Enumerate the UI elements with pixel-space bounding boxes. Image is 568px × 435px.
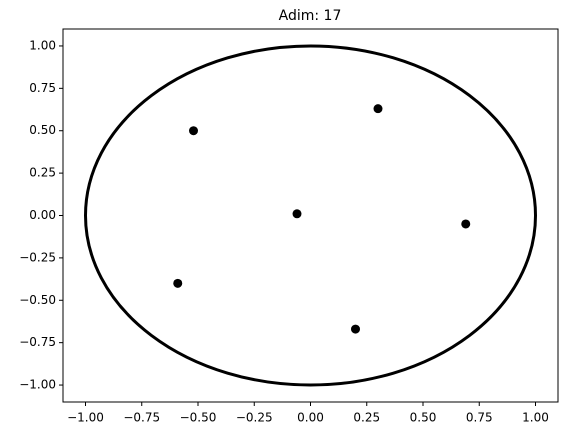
y-tick-label: 0.00 [29,208,56,222]
x-tick-label: −0.25 [236,411,273,425]
y-tick-label: 0.25 [29,166,56,180]
y-tick-label: −1.00 [19,378,56,392]
point [351,324,360,334]
x-tick-label: 0.00 [297,411,324,425]
x-tick-label: −0.75 [123,411,160,425]
y-tick-label: −0.25 [19,250,56,264]
x-tick-label: 0.25 [353,411,380,425]
y-tick-label: −0.75 [19,335,56,349]
axes-frame [62,28,559,403]
y-tick-label: 0.50 [29,123,56,137]
y-tick-label: −0.50 [19,293,56,307]
y-tick-label: 1.00 [29,38,56,52]
x-tick-label: −0.50 [180,411,217,425]
x-tick-label: 1.00 [522,411,549,425]
point [189,126,198,136]
y-tick-label: 0.75 [29,81,56,95]
point [173,278,183,288]
circle [84,44,537,387]
point [292,209,302,219]
point [373,104,383,114]
point [461,219,471,229]
x-tick-label: −1.00 [67,411,104,425]
x-tick-label: 0.50 [410,411,437,425]
x-tick-label: 0.75 [466,411,493,425]
chart-title: Adim: 17 [279,8,342,24]
